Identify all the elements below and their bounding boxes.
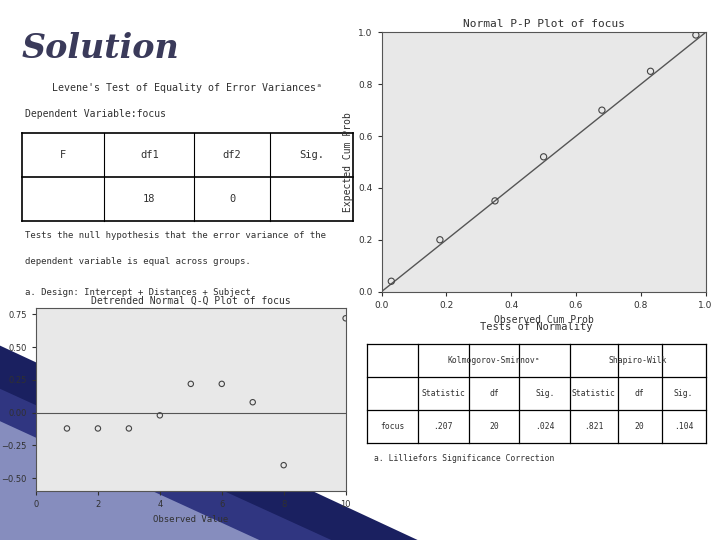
Text: Tests of Normality: Tests of Normality (480, 322, 593, 332)
Text: df: df (635, 389, 644, 399)
Text: Dependent Variable:focus: Dependent Variable:focus (25, 109, 166, 119)
Text: 0: 0 (229, 194, 235, 204)
Title: Normal P-P Plot of focus: Normal P-P Plot of focus (463, 19, 625, 29)
Text: Solution: Solution (22, 32, 179, 65)
Text: 20: 20 (489, 422, 499, 431)
Point (216, 380, 228, 388)
Text: Shapiro-Wilk: Shapiro-Wilk (608, 356, 667, 366)
Polygon shape (0, 389, 331, 540)
Point (61, 424, 73, 433)
Text: .207: .207 (433, 422, 453, 431)
Polygon shape (0, 421, 259, 540)
Point (386, 277, 397, 286)
Text: Levene's Test of Equality of Error Variancesᵃ: Levene's Test of Equality of Error Varia… (52, 83, 323, 93)
Text: df2: df2 (222, 150, 242, 160)
Text: focus: focus (380, 422, 405, 431)
Point (340, 314, 351, 322)
Text: 18: 18 (143, 194, 156, 204)
Text: Statistic: Statistic (572, 389, 616, 399)
Text: 20: 20 (635, 422, 644, 431)
Point (434, 235, 446, 244)
Text: F: F (60, 150, 66, 160)
Point (490, 197, 501, 205)
X-axis label: Observed Cum Prob: Observed Cum Prob (494, 315, 593, 325)
Text: .104: .104 (674, 422, 693, 431)
Point (123, 424, 135, 433)
Text: df: df (489, 389, 499, 399)
Text: dependent variable is equal across groups.: dependent variable is equal across group… (25, 257, 251, 266)
Text: Sig.: Sig. (674, 389, 693, 399)
Text: .024: .024 (535, 422, 554, 431)
Text: a. Design: Intercept + Distances + Subject: a. Design: Intercept + Distances + Subje… (25, 288, 251, 297)
Point (92, 424, 104, 433)
Polygon shape (0, 346, 418, 540)
Point (645, 67, 657, 76)
Text: .821: .821 (584, 422, 603, 431)
Point (596, 106, 608, 114)
Text: Statistic: Statistic (421, 389, 465, 399)
Text: Tests the null hypothesis that the error variance of the: Tests the null hypothesis that the error… (25, 231, 326, 240)
Text: Kolmogorov-Smirnovᵃ: Kolmogorov-Smirnovᵃ (448, 356, 541, 366)
Point (538, 152, 549, 161)
Point (154, 411, 166, 420)
Title: Detrended Normal Q-Q Plot of focus: Detrended Normal Q-Q Plot of focus (91, 295, 291, 306)
Y-axis label: Expected Cum Prob: Expected Cum Prob (343, 112, 353, 212)
Text: Sig.: Sig. (299, 150, 324, 160)
Text: Sig.: Sig. (535, 389, 554, 399)
X-axis label: Observed Value: Observed Value (153, 515, 228, 524)
Text: a. Lilliefors Significance Correction: a. Lilliefors Significance Correction (374, 455, 554, 463)
Point (690, 31, 701, 39)
Point (247, 398, 258, 407)
Point (185, 380, 197, 388)
Text: df1: df1 (140, 150, 159, 160)
Point (278, 461, 289, 469)
